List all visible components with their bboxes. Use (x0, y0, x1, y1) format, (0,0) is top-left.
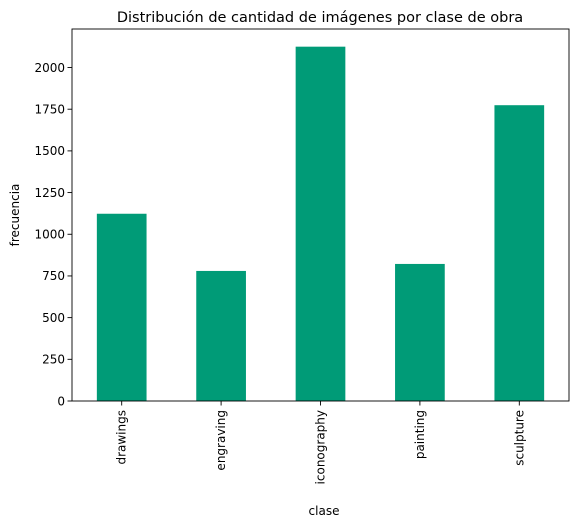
x-tick-label-painting: painting (413, 410, 427, 459)
y-tick-label-250: 250 (42, 353, 65, 367)
bar-engraving (196, 270, 246, 401)
x-axis: drawings engraving iconography painting scul… (115, 401, 526, 484)
y-axis: 0 250 500 750 1000 1250 1500 1750 2000 (34, 61, 72, 408)
x-tick-label-engraving: engraving (214, 410, 228, 471)
y-axis-label: frecuencia (8, 184, 22, 247)
y-tick-label-500: 500 (42, 311, 65, 325)
x-tick-label-iconography: iconography (314, 410, 328, 484)
x-tick-label-sculpture: sculpture (512, 410, 526, 466)
bar-painting (395, 263, 445, 401)
y-tick-label-1500: 1500 (34, 144, 65, 158)
y-tick-label-0: 0 (57, 394, 65, 408)
y-tick-label-1250: 1250 (34, 186, 65, 200)
y-tick-label-1750: 1750 (34, 103, 65, 117)
bar-iconography (295, 46, 346, 401)
y-tick-label-750: 750 (42, 269, 65, 283)
y-tick-label-1000: 1000 (34, 228, 65, 242)
x-axis-label: clase (309, 504, 340, 518)
bars-group (96, 46, 545, 401)
chart-title: Distribución de cantidad de imágenes por… (117, 10, 523, 26)
bar-drawings (96, 213, 147, 401)
plot-frame (71, 28, 570, 402)
y-tick-label-2000: 2000 (34, 61, 65, 75)
x-tick-label-drawings: drawings (115, 410, 129, 465)
bar-sculpture (494, 105, 545, 401)
